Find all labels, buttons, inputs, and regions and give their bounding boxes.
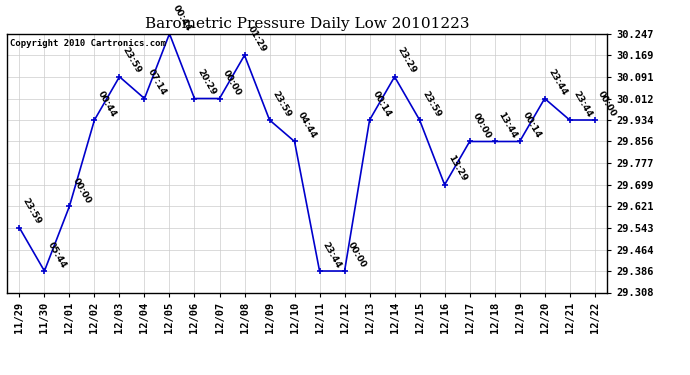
Text: 05:44: 05:44 — [46, 240, 68, 270]
Text: 23:44: 23:44 — [571, 89, 593, 118]
Text: 23:44: 23:44 — [321, 240, 343, 270]
Text: 00:00: 00:00 — [221, 68, 243, 97]
Text: 13:29: 13:29 — [446, 154, 469, 183]
Text: 00:00: 00:00 — [471, 111, 493, 140]
Text: 23:59: 23:59 — [271, 89, 293, 118]
Text: 23:44: 23:44 — [546, 68, 569, 97]
Text: 01:29: 01:29 — [246, 25, 268, 54]
Text: 00:00: 00:00 — [346, 241, 368, 270]
Text: 00:00: 00:00 — [71, 176, 92, 205]
Text: 23:59: 23:59 — [421, 89, 443, 118]
Text: 07:14: 07:14 — [146, 68, 168, 97]
Text: 00:44: 00:44 — [171, 3, 193, 32]
Text: 04:44: 04:44 — [296, 111, 318, 140]
Text: 23:59: 23:59 — [21, 197, 43, 226]
Text: Copyright 2010 Cartronics.com: Copyright 2010 Cartronics.com — [10, 39, 166, 48]
Text: 00:14: 00:14 — [521, 111, 543, 140]
Text: 00:44: 00:44 — [96, 89, 118, 118]
Text: 20:29: 20:29 — [196, 68, 218, 97]
Text: 23:29: 23:29 — [396, 46, 418, 75]
Text: 00:00: 00:00 — [596, 90, 618, 118]
Title: Barometric Pressure Daily Low 20101223: Barometric Pressure Daily Low 20101223 — [145, 17, 469, 31]
Text: 13:44: 13:44 — [496, 111, 518, 140]
Text: 23:59: 23:59 — [121, 46, 143, 75]
Text: 00:14: 00:14 — [371, 89, 393, 118]
